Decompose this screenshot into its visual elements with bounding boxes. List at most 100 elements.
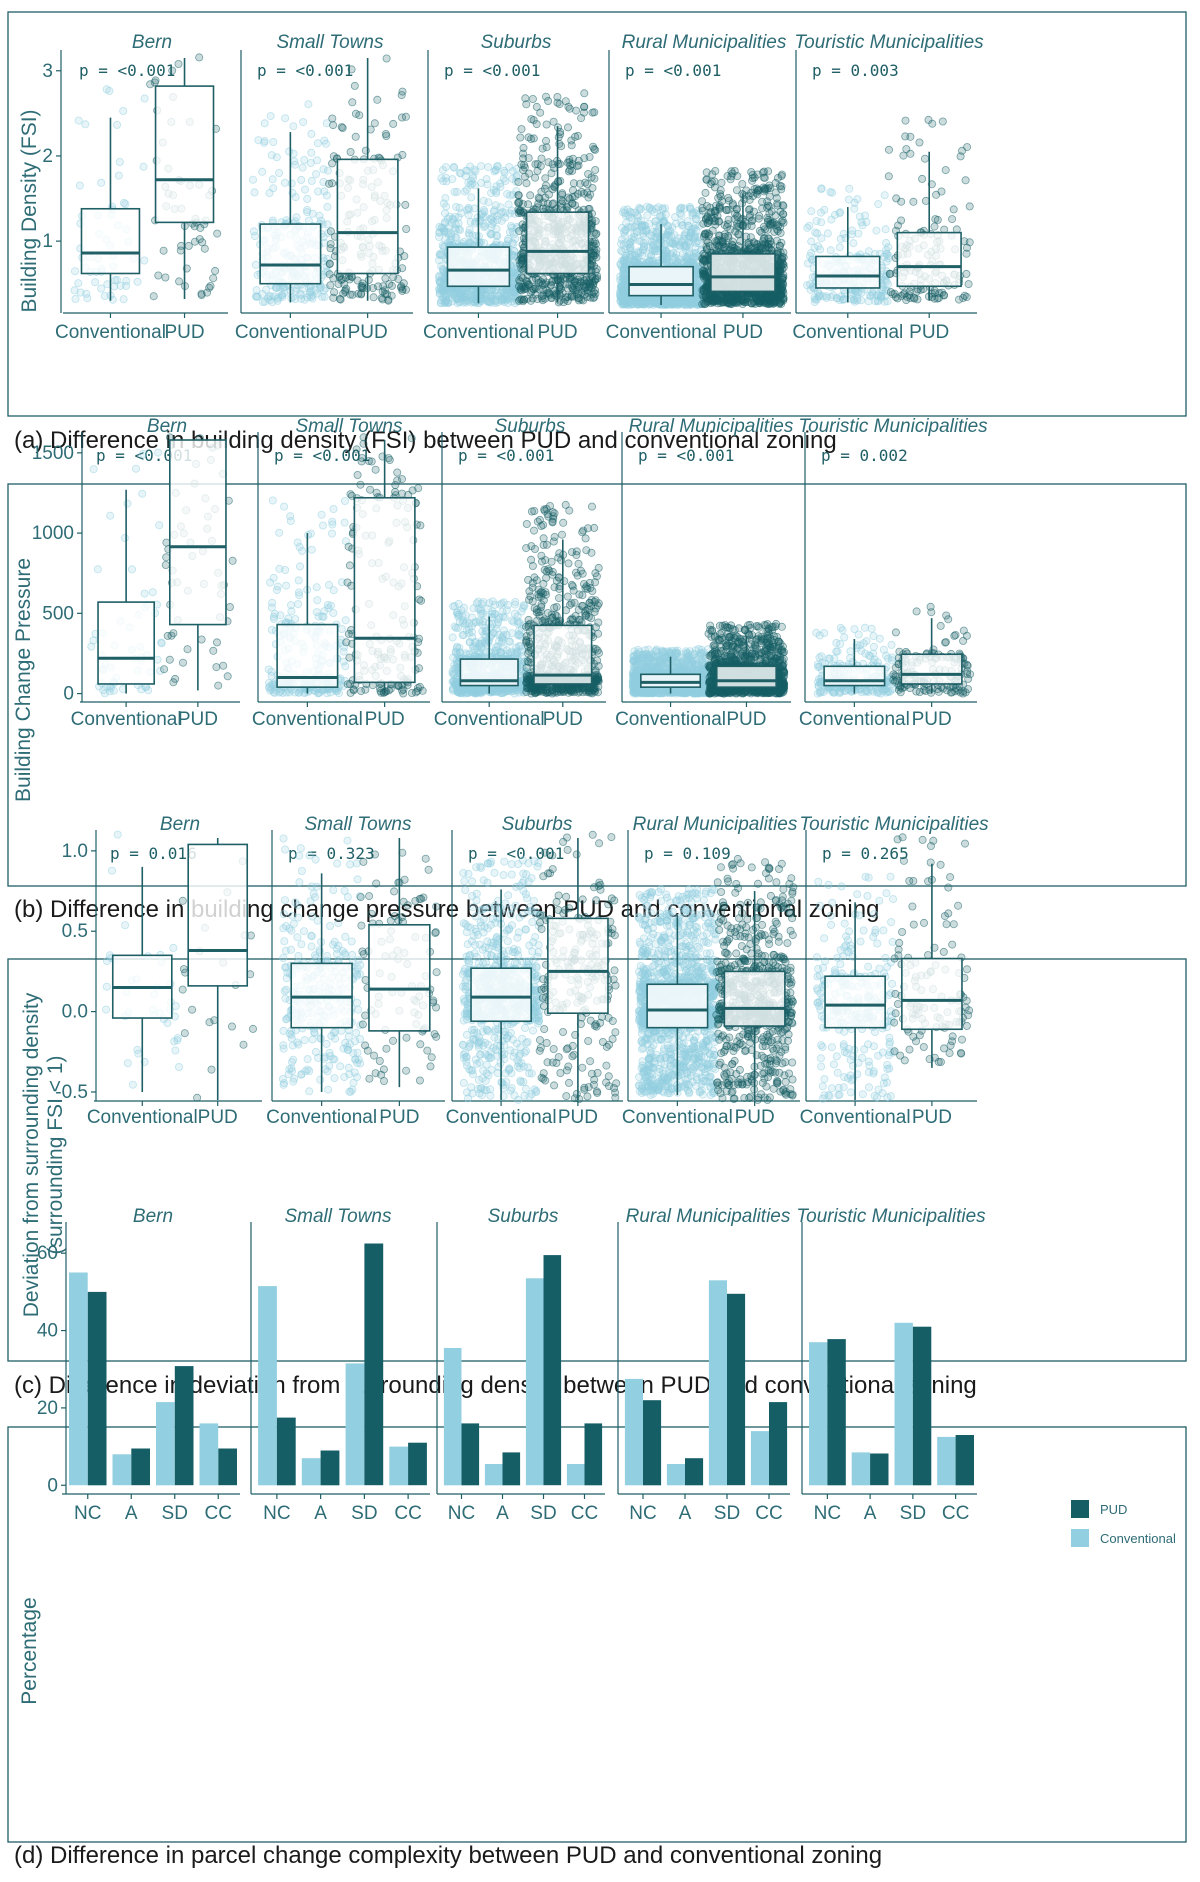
- data-point: [323, 166, 332, 175]
- data-point: [328, 179, 337, 188]
- data-point: [330, 288, 339, 297]
- data-point: [373, 95, 382, 104]
- data-point: [114, 171, 123, 180]
- data-point: [400, 252, 409, 261]
- data-point: [479, 196, 488, 205]
- data-point: [455, 297, 464, 306]
- data-point: [580, 89, 589, 98]
- data-point: [369, 293, 378, 302]
- x-tick-label: PUD: [348, 322, 388, 343]
- data-point: [97, 178, 106, 187]
- data-point: [491, 299, 500, 308]
- data-point: [528, 95, 537, 104]
- data-point: [470, 219, 479, 228]
- data-point: [504, 200, 513, 209]
- data-point: [315, 211, 324, 220]
- data-point: [588, 108, 597, 117]
- data-point: [700, 284, 709, 293]
- data-point: [303, 208, 312, 217]
- data-point: [648, 205, 657, 214]
- data-point: [102, 85, 111, 94]
- data-point: [441, 235, 450, 244]
- data-point: [746, 233, 755, 242]
- data-point: [398, 264, 407, 273]
- data-point: [726, 175, 735, 184]
- data-point: [440, 209, 449, 218]
- data-point: [733, 172, 742, 181]
- data-point: [509, 246, 518, 255]
- data-point: [472, 296, 481, 305]
- data-point: [471, 167, 480, 176]
- data-point: [348, 98, 357, 107]
- data-point: [82, 289, 91, 298]
- data-point: [732, 186, 741, 195]
- data-point: [574, 156, 583, 165]
- data-point: [668, 299, 677, 308]
- data-point: [759, 237, 768, 246]
- data-point: [177, 241, 186, 250]
- box-pud: [154, 85, 215, 224]
- data-point: [743, 298, 752, 307]
- data-point: [346, 290, 355, 299]
- data-point: [313, 289, 322, 298]
- data-point: [492, 189, 501, 198]
- data-point: [564, 193, 573, 202]
- data-point: [524, 154, 533, 163]
- data-point: [440, 217, 449, 226]
- data-point: [206, 281, 215, 290]
- data-point: [437, 262, 446, 271]
- data-point: [299, 118, 308, 127]
- data-point: [720, 232, 729, 241]
- data-point: [803, 223, 812, 232]
- data-point: [451, 225, 460, 234]
- data-point: [779, 296, 788, 305]
- box-conventional: [80, 207, 141, 275]
- data-point: [323, 220, 332, 229]
- data-point: [477, 162, 486, 171]
- data-point: [772, 194, 781, 203]
- data-point: [515, 206, 524, 215]
- data-point: [584, 169, 593, 178]
- p-value-label: p = <0.001: [79, 61, 175, 80]
- data-point: [542, 120, 551, 129]
- data-point: [443, 298, 452, 307]
- data-point: [285, 147, 294, 156]
- x-tick-label: Conventional: [423, 322, 534, 343]
- data-point: [545, 289, 554, 298]
- data-point: [835, 243, 844, 252]
- data-point: [823, 229, 832, 238]
- data-point: [97, 284, 106, 293]
- data-point: [381, 274, 390, 283]
- data-point: [717, 178, 726, 187]
- data-point: [759, 222, 768, 231]
- data-point: [441, 194, 450, 203]
- data-point: [765, 209, 774, 218]
- data-point: [501, 176, 510, 185]
- data-point: [744, 205, 753, 214]
- data-point: [122, 281, 131, 290]
- panel-a-ylabel: Building Density (FSI): [18, 109, 41, 312]
- data-point: [759, 183, 768, 192]
- data-point: [161, 273, 170, 282]
- data-point: [701, 257, 710, 266]
- data-point: [307, 292, 316, 301]
- data-point: [357, 290, 366, 299]
- data-point: [358, 283, 367, 292]
- data-point: [300, 185, 309, 194]
- data-point: [378, 287, 387, 296]
- data-point: [467, 193, 476, 202]
- data-point: [149, 292, 158, 301]
- data-point: [507, 206, 516, 215]
- data-point: [511, 234, 520, 243]
- data-point: [685, 202, 694, 211]
- data-point: [701, 188, 710, 197]
- facet-title: Rural Municipalities: [622, 32, 787, 53]
- data-point: [626, 242, 635, 251]
- data-point: [519, 165, 528, 174]
- data-point: [699, 266, 708, 275]
- data-point: [735, 230, 744, 239]
- data-point: [260, 119, 269, 128]
- data-point: [209, 274, 218, 283]
- y-tick-label: 2: [42, 146, 53, 167]
